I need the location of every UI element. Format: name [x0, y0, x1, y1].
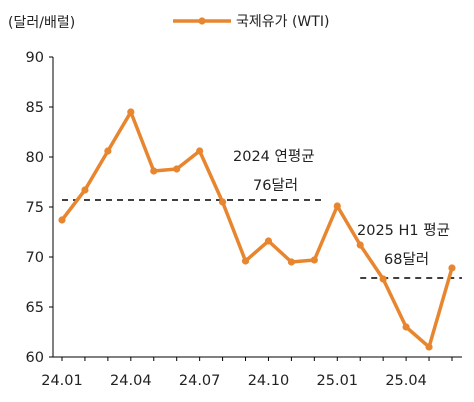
- data-point: [58, 216, 66, 224]
- data-point: [150, 167, 158, 175]
- y-tick-label: 85: [26, 100, 44, 116]
- y-tick-label: 65: [26, 300, 44, 316]
- average-lines: [62, 199, 462, 279]
- data-point: [379, 275, 387, 283]
- series-group: [58, 108, 456, 351]
- y-tick-label: 60: [26, 350, 44, 366]
- y-tick-label: 90: [26, 50, 44, 66]
- legend: 국제유가 (WTI): [173, 14, 329, 30]
- data-point: [173, 165, 181, 173]
- data-point: [448, 264, 456, 272]
- data-point: [425, 343, 433, 351]
- x-ticks: 24.01 24.04 24.07 24.10 25.01 25.04: [41, 357, 453, 389]
- data-point: [81, 186, 89, 194]
- legend-series-label: 국제유가 (WTI): [236, 14, 329, 30]
- x-tick-label: 24.04: [110, 373, 152, 389]
- legend-marker-swatch: [198, 17, 206, 25]
- data-point: [241, 257, 250, 265]
- x-tick-label: 24.07: [179, 373, 221, 389]
- data-point: [218, 198, 227, 206]
- x-tick-label: 25.04: [385, 373, 427, 389]
- data-point: [196, 147, 204, 155]
- data-point: [264, 237, 273, 245]
- data-point: [104, 147, 112, 155]
- series-line: [60, 110, 454, 349]
- avg-2025h1-title: 2025 H1 평균: [357, 222, 450, 239]
- data-point: [287, 258, 295, 266]
- data-point: [402, 323, 410, 331]
- y-tick-label: 75: [26, 200, 44, 216]
- y-tick-label: 70: [26, 250, 44, 266]
- data-point: [310, 256, 318, 264]
- data-point: [333, 202, 341, 210]
- avg-2024-value-label: 76달러: [253, 177, 298, 194]
- avg-2024-title: 2024 연평균: [233, 148, 315, 165]
- y-tick-label: 80: [26, 150, 44, 166]
- y-ticks: 60 65 70 75 80 85 90: [26, 50, 53, 366]
- data-point: [127, 108, 135, 116]
- data-point: [356, 241, 364, 249]
- y-unit-label: (달러/배럴): [8, 15, 75, 31]
- avg-2025h1-value-label: 68달러: [384, 251, 429, 268]
- x-tick-label: 24.01: [41, 373, 83, 389]
- x-tick-label: 24.10: [248, 373, 290, 389]
- x-tick-label: 25.01: [317, 373, 359, 389]
